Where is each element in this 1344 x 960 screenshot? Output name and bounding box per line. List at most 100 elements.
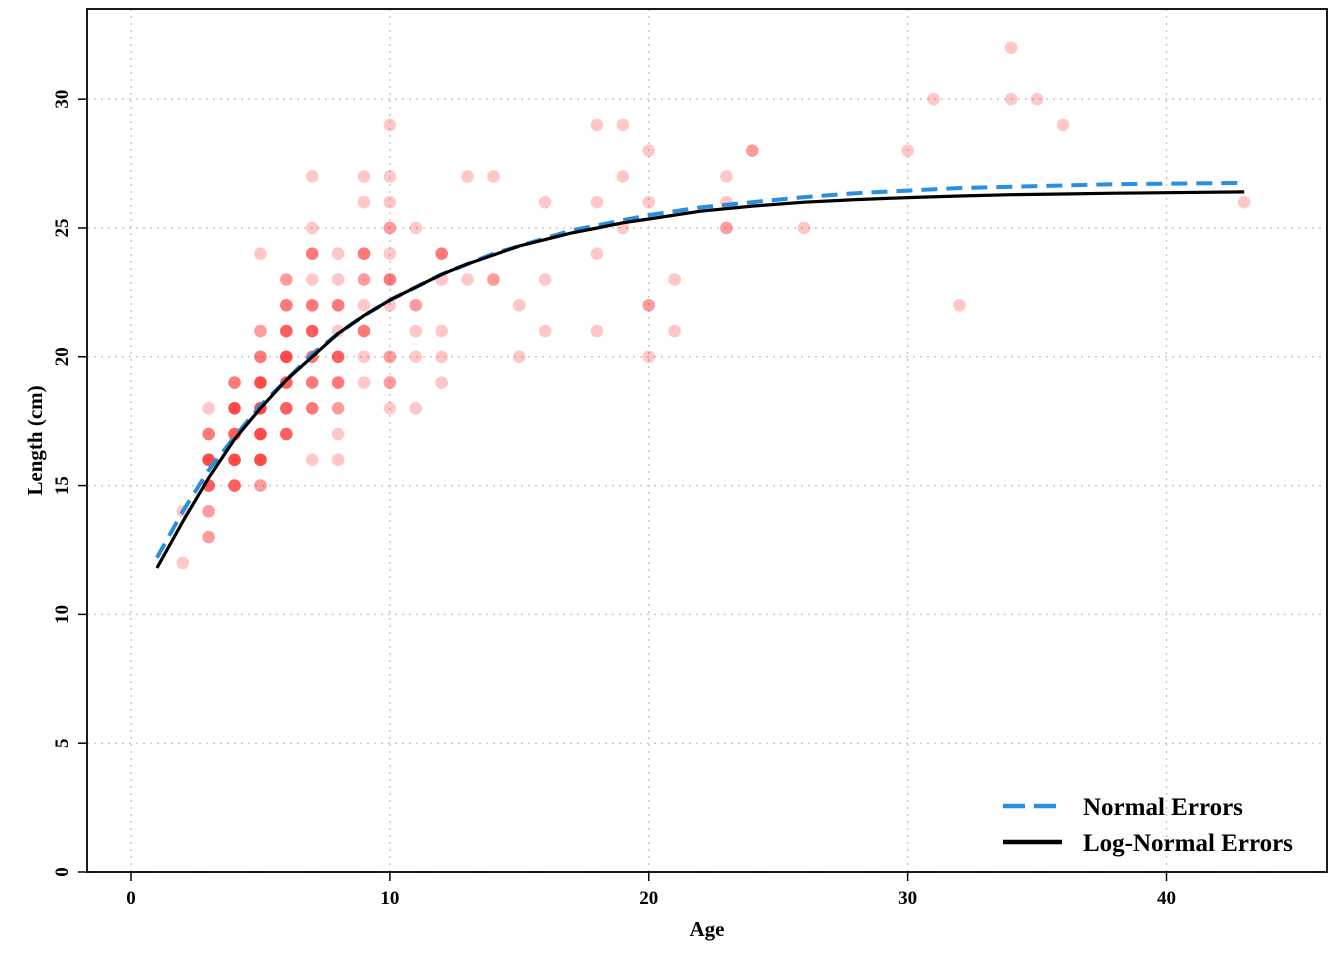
data-point (927, 92, 940, 106)
grid-lines (87, 9, 1327, 873)
legend: Normal Errors Log-Normal Errors (1003, 794, 1293, 857)
y-tick-label: 20 (52, 347, 73, 366)
y-axis: 0 5 10 15 20 25 30 (52, 90, 87, 877)
data-point (746, 144, 759, 157)
x-tick-label: 40 (1157, 888, 1176, 909)
data-point (797, 221, 811, 235)
x-axis: 0 10 20 30 40 (126, 872, 1176, 909)
data-point (383, 118, 397, 132)
data-point (254, 376, 267, 389)
data-point (409, 401, 423, 415)
data-point (409, 221, 423, 235)
y-tick-label: 15 (52, 476, 73, 495)
data-point (254, 324, 267, 338)
data-point (383, 376, 397, 389)
data-point (513, 298, 526, 312)
data-point (254, 247, 267, 261)
data-point (357, 376, 371, 389)
plot-frame (86, 8, 1328, 873)
data-point (538, 195, 552, 209)
data-point (383, 221, 397, 235)
x-axis-title: Age (690, 917, 725, 941)
data-point (305, 401, 319, 415)
data-point (409, 324, 423, 338)
y-axis-title: Length (cm) (23, 385, 47, 495)
lognormal-errors-curve (155, 190, 1245, 569)
data-point (1004, 92, 1018, 106)
data-point (383, 247, 397, 261)
data-point (357, 298, 371, 312)
data-point (254, 350, 267, 364)
data-point (331, 247, 345, 261)
data-point (590, 324, 604, 338)
data-point (305, 247, 319, 261)
data-point (616, 170, 630, 183)
data-point (435, 376, 448, 389)
data-point (487, 273, 500, 286)
y-tick-label: 0 (52, 867, 73, 877)
data-point (331, 453, 345, 467)
x-tick-label: 10 (380, 888, 399, 909)
data-point (357, 247, 371, 261)
data-point (513, 350, 526, 364)
data-point (409, 350, 423, 364)
data-point (383, 273, 397, 286)
data-point (228, 376, 241, 389)
data-point (202, 530, 215, 544)
data-point (435, 350, 448, 364)
data-point (305, 324, 319, 338)
data-point (280, 350, 293, 364)
data-point (228, 479, 241, 492)
y-tick-label: 25 (52, 218, 73, 237)
data-point (202, 505, 215, 518)
legend-label: Log-Normal Errors (1083, 830, 1293, 857)
data-point (254, 479, 267, 492)
data-point (538, 324, 552, 338)
data-point (538, 273, 552, 286)
data-point (668, 324, 681, 338)
fitted-curves (155, 180, 1245, 569)
data-point (668, 273, 681, 286)
data-point (461, 170, 474, 183)
data-point (202, 401, 215, 415)
data-point (590, 247, 604, 261)
data-point (720, 221, 733, 235)
data-point (305, 298, 319, 312)
data-point (383, 170, 397, 183)
data-point (1030, 92, 1044, 106)
data-point (357, 273, 371, 286)
data-point (280, 298, 293, 312)
data-point (331, 401, 345, 415)
data-point (228, 401, 241, 415)
data-point (176, 556, 190, 570)
x-tick-label: 20 (639, 888, 658, 909)
x-tick-label: 30 (898, 888, 917, 909)
y-tick-label: 30 (52, 90, 73, 109)
data-point (357, 170, 371, 183)
data-point (357, 195, 371, 209)
data-point (280, 324, 293, 338)
data-point (720, 170, 733, 183)
data-point (642, 350, 656, 364)
data-point (383, 350, 397, 364)
scatter-points (176, 41, 1251, 570)
data-point (305, 453, 319, 467)
data-point (357, 324, 371, 338)
data-point (305, 170, 319, 183)
data-point (254, 427, 267, 441)
data-point (642, 144, 656, 157)
data-point (305, 273, 319, 286)
data-point (331, 298, 345, 312)
data-point (331, 376, 345, 389)
data-point (1056, 118, 1070, 132)
data-point (383, 401, 397, 415)
data-point (616, 118, 630, 132)
data-point (280, 273, 293, 286)
data-point (590, 195, 604, 209)
data-point (280, 401, 293, 415)
normal-errors-curve (155, 180, 1245, 559)
data-point (590, 118, 604, 132)
data-point (435, 247, 448, 261)
data-point (487, 170, 500, 183)
